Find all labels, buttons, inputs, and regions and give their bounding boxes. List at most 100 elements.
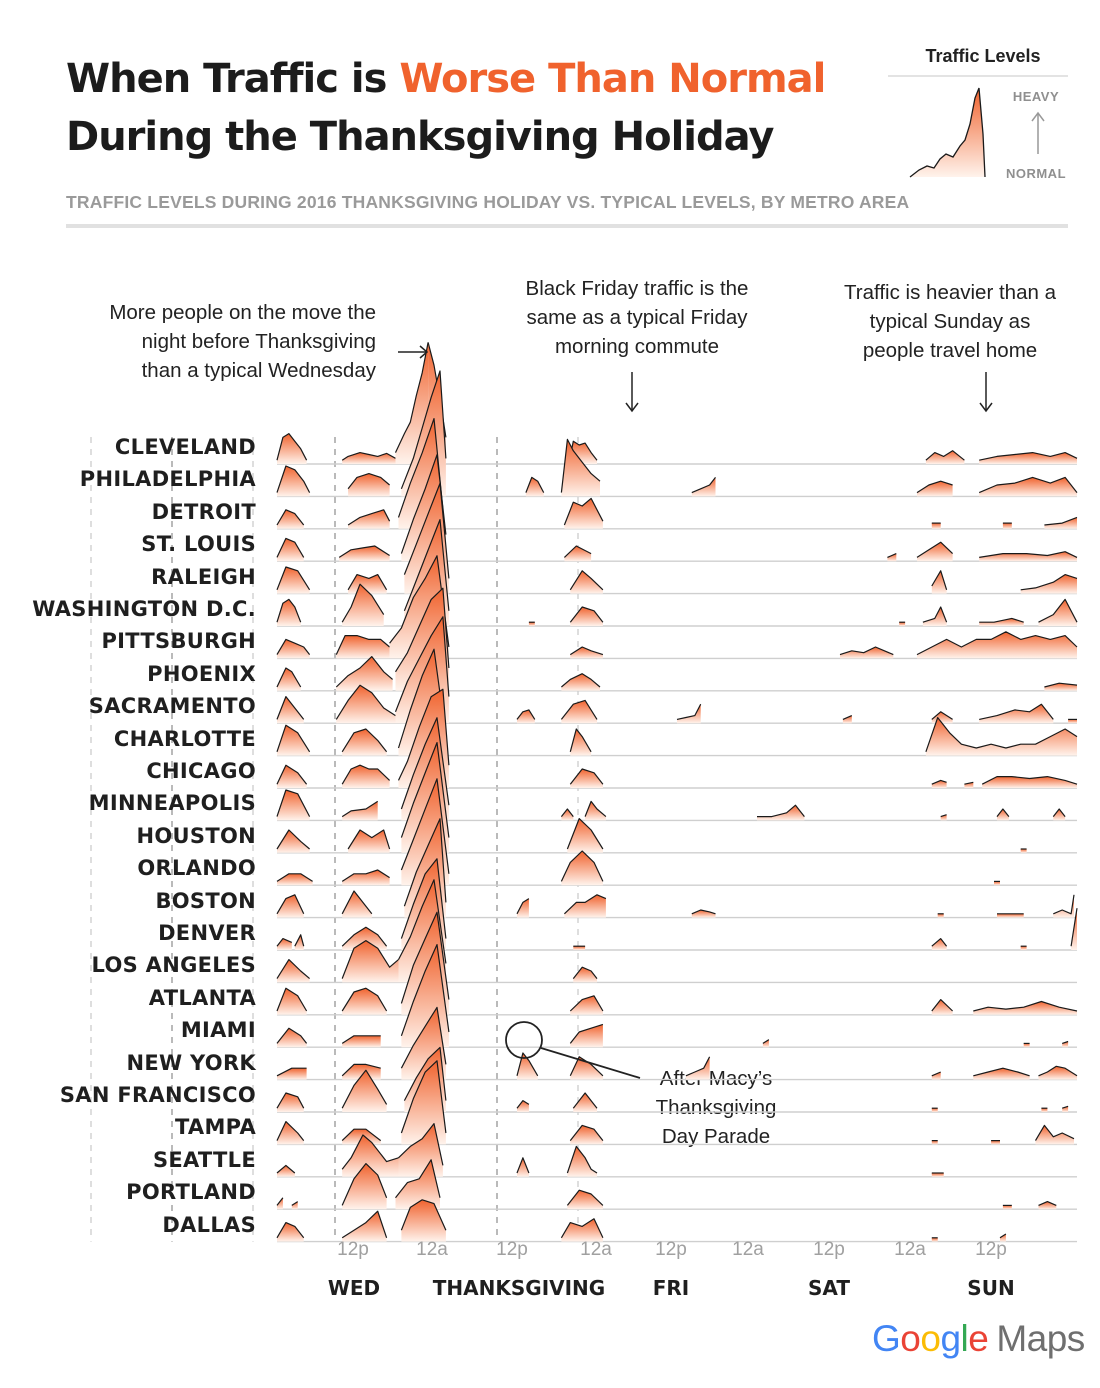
traffic-line (569, 728, 592, 753)
city-label: CHICAGO (146, 759, 256, 783)
row-pittsburgh (276, 555, 1078, 659)
traffic-line (569, 1124, 604, 1141)
x-tick-label: 12p (975, 1239, 1007, 1260)
row-raleigh (276, 482, 1078, 594)
traffic-area (277, 988, 307, 1015)
traffic-area (336, 685, 396, 724)
legend-title: Traffic Levels (925, 46, 1041, 66)
city-label: CLEVELAND (114, 435, 256, 459)
traffic-area (277, 567, 310, 594)
city-label: PHILADELPHIA (79, 467, 256, 492)
traffic-area (931, 1072, 941, 1080)
annotation-black-friday: Black Friday traffic is the same as a ty… (525, 277, 749, 358)
traffic-line (335, 656, 393, 688)
traffic-line (560, 808, 574, 817)
traffic-area (342, 1070, 387, 1112)
traffic-area (570, 995, 603, 1015)
traffic-line (341, 583, 385, 623)
traffic-line (276, 696, 305, 720)
traffic-line (400, 778, 450, 874)
traffic-line (691, 909, 716, 915)
traffic-line (916, 541, 954, 558)
traffic-line (403, 818, 447, 907)
traffic-line (560, 850, 604, 882)
traffic-line (1020, 574, 1078, 591)
title-highlight: Worse Than Normal (399, 56, 826, 102)
traffic-line (572, 1092, 598, 1109)
traffic-line (1062, 1105, 1069, 1109)
traffic-area (931, 999, 953, 1015)
x-tick-label: 12a (732, 1239, 764, 1260)
traffic-line (397, 879, 447, 964)
traffic-area (1023, 1043, 1030, 1048)
traffic-line (931, 570, 948, 590)
traffic-line (400, 944, 450, 1036)
city-label: SAN FRANCISCO (59, 1083, 256, 1107)
traffic-line (979, 703, 1054, 720)
traffic-line (276, 829, 310, 850)
traffic-area (931, 523, 941, 529)
traffic-line (276, 465, 311, 493)
traffic-line (560, 699, 598, 720)
traffic-area (401, 1060, 446, 1145)
traffic-line (569, 606, 604, 623)
traffic-line (400, 858, 447, 939)
traffic-area (561, 673, 600, 691)
row-detroit (276, 418, 1078, 529)
annotation-parade: After Macy’s Thanksgiving Day Parade (636, 1064, 796, 1151)
city-label: WASHINGTON D.C. (32, 597, 256, 621)
traffic-area (931, 570, 947, 594)
traffic-area (517, 1053, 538, 1080)
traffic-line (276, 638, 311, 655)
traffic-line (341, 1134, 399, 1170)
traffic-line (572, 966, 598, 979)
traffic-line (400, 742, 450, 838)
traffic-line (400, 454, 447, 554)
traffic-area (564, 546, 592, 562)
traffic-line (569, 995, 604, 1012)
x-tick-label: 12a (580, 1239, 612, 1260)
annotation-wednesday-night: More people on the move the night before… (109, 301, 376, 382)
traffic-line (569, 646, 604, 656)
traffic-area (342, 1135, 399, 1177)
traffic-area (1053, 809, 1066, 821)
traffic-line (276, 894, 305, 915)
city-label: PITTSBURGH (101, 629, 256, 654)
city-label: NEW YORK (126, 1050, 256, 1075)
traffic-area (573, 1093, 597, 1112)
traffic-line (566, 818, 604, 850)
traffic-area (517, 1157, 529, 1177)
traffic-line (931, 1071, 941, 1077)
x-tick-label: 12a (416, 1239, 448, 1260)
traffic-area (1068, 719, 1077, 724)
traffic-area (931, 1140, 938, 1145)
parade-highlight-circle (505, 1021, 543, 1059)
traffic-line (516, 1100, 530, 1109)
city-label: PORTLAND (126, 1180, 256, 1205)
traffic-line (341, 1063, 381, 1077)
day-label: SUN (967, 1276, 1015, 1300)
page-title: When Traffic is Worse Than Normal During… (66, 50, 826, 166)
traffic-area (342, 729, 387, 756)
traffic-line (999, 1233, 1007, 1239)
traffic-line (931, 938, 948, 947)
traffic-area (1038, 1201, 1057, 1210)
traffic-area (931, 1108, 938, 1112)
legend-sparkline (909, 87, 986, 178)
traffic-area (991, 1140, 1000, 1145)
traffic-area (1002, 523, 1012, 529)
day-label: THANKSGIVING (432, 1276, 606, 1300)
traffic-area (691, 477, 716, 497)
legend-line (909, 87, 986, 178)
traffic-area (401, 1199, 446, 1242)
traffic-line (569, 570, 604, 591)
row-tampa (276, 1060, 1075, 1145)
traffic-area (979, 618, 1024, 626)
traffic-area (277, 959, 310, 983)
x-tick-label: 12a (894, 1239, 926, 1260)
traffic-line (400, 717, 450, 810)
traffic-line (341, 926, 388, 947)
city-label: DALLAS (162, 1212, 256, 1237)
traffic-area (291, 1201, 298, 1210)
traffic-line (276, 764, 308, 785)
